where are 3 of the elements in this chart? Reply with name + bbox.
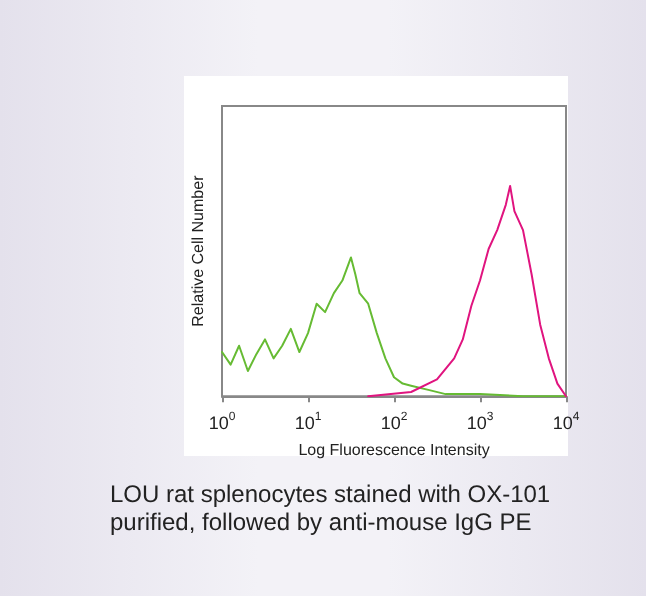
x-axis-title: Log Fluorescence Intensity bbox=[298, 441, 490, 459]
text: LOU rat splenocytes stained with OX-101 purified, followed by anti-mouse IgG PE bbox=[110, 480, 553, 536]
y-axis-title: Relative Cell Number bbox=[189, 174, 207, 327]
